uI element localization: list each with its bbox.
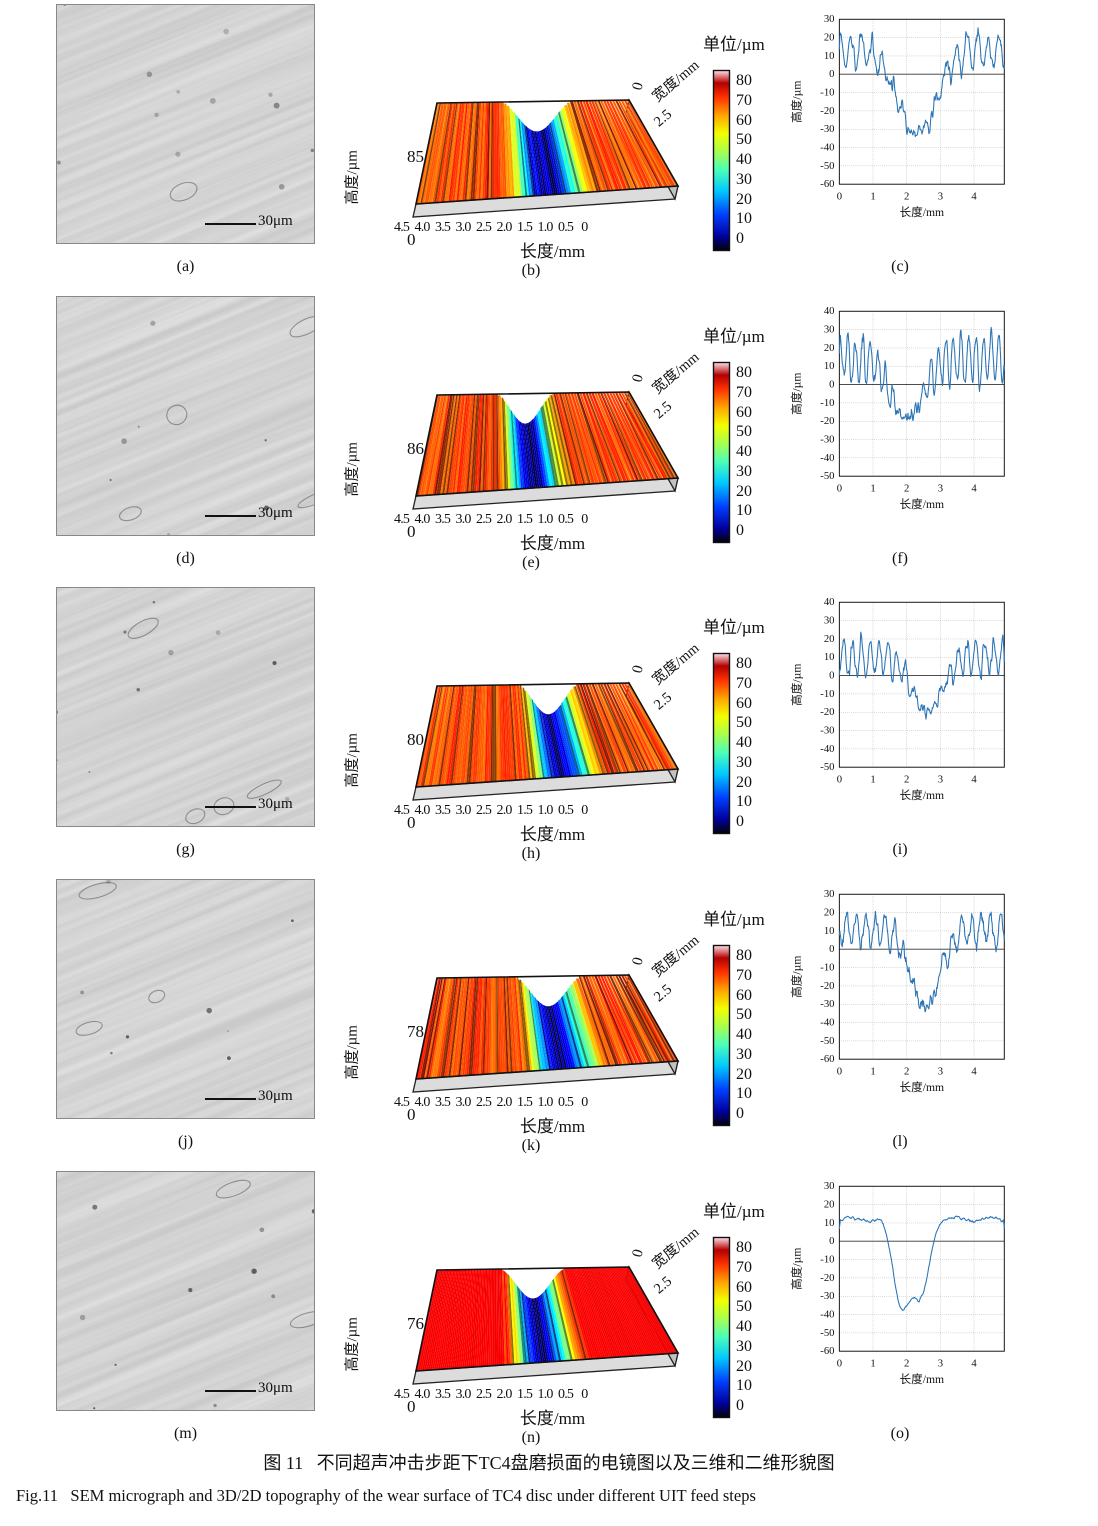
svg-text:0: 0 bbox=[837, 483, 842, 495]
svg-text:-30: -30 bbox=[820, 724, 834, 736]
svg-text:-40: -40 bbox=[820, 743, 834, 755]
svg-text:10: 10 bbox=[824, 651, 835, 663]
svg-text:10: 10 bbox=[824, 50, 835, 62]
svg-text:10: 10 bbox=[824, 1217, 835, 1229]
svg-text:30: 30 bbox=[824, 888, 835, 900]
svg-text:-10: -10 bbox=[820, 1253, 834, 1265]
svg-text:-50: -50 bbox=[820, 1035, 834, 1047]
svg-text:10: 10 bbox=[824, 360, 835, 372]
svg-text:0: 0 bbox=[837, 1358, 842, 1370]
svg-text:高度/µm: 高度/µm bbox=[790, 373, 804, 415]
svg-text:1: 1 bbox=[870, 191, 875, 203]
svg-text:-10: -10 bbox=[820, 397, 834, 409]
svg-text:-40: -40 bbox=[820, 1016, 834, 1028]
svg-text:2: 2 bbox=[904, 191, 909, 203]
svg-text:20: 20 bbox=[824, 32, 835, 44]
svg-text:3: 3 bbox=[938, 774, 943, 786]
svg-text:4: 4 bbox=[971, 483, 977, 495]
svg-text:-50: -50 bbox=[820, 470, 834, 482]
svg-text:10: 10 bbox=[824, 925, 835, 937]
svg-text:3: 3 bbox=[938, 1066, 943, 1078]
svg-text:4: 4 bbox=[971, 1066, 977, 1078]
svg-text:-10: -10 bbox=[820, 961, 834, 973]
svg-text:长度/mm: 长度/mm bbox=[900, 1080, 945, 1094]
svg-text:0: 0 bbox=[829, 943, 834, 955]
svg-text:高度/µm: 高度/µm bbox=[790, 956, 804, 998]
svg-text:-20: -20 bbox=[820, 706, 834, 718]
svg-text:-30: -30 bbox=[820, 433, 834, 445]
svg-text:-30: -30 bbox=[820, 123, 834, 135]
svg-text:-60: -60 bbox=[820, 1053, 834, 1065]
svg-text:-10: -10 bbox=[820, 86, 834, 98]
svg-text:20: 20 bbox=[824, 1199, 835, 1211]
svg-text:长度/mm: 长度/mm bbox=[900, 788, 945, 802]
svg-text:1: 1 bbox=[870, 483, 875, 495]
svg-text:0: 0 bbox=[829, 669, 834, 681]
svg-text:40: 40 bbox=[824, 305, 835, 317]
svg-text:2: 2 bbox=[904, 1358, 909, 1370]
svg-text:-50: -50 bbox=[820, 160, 834, 172]
svg-text:3: 3 bbox=[938, 191, 943, 203]
svg-text:0: 0 bbox=[837, 191, 842, 203]
svg-text:-20: -20 bbox=[820, 980, 834, 992]
svg-text:30: 30 bbox=[824, 615, 835, 627]
svg-text:-20: -20 bbox=[820, 1272, 834, 1284]
svg-text:30: 30 bbox=[824, 324, 835, 336]
svg-text:-40: -40 bbox=[820, 141, 834, 153]
svg-text:0: 0 bbox=[829, 1235, 834, 1247]
svg-text:2: 2 bbox=[904, 774, 909, 786]
svg-text:2: 2 bbox=[904, 483, 909, 495]
svg-text:-20: -20 bbox=[820, 415, 834, 427]
svg-text:20: 20 bbox=[824, 342, 835, 354]
svg-text:0: 0 bbox=[829, 378, 834, 390]
svg-text:-50: -50 bbox=[820, 761, 834, 773]
svg-text:-30: -30 bbox=[820, 998, 834, 1010]
svg-text:-60: -60 bbox=[820, 178, 834, 190]
svg-text:0: 0 bbox=[837, 774, 842, 786]
svg-text:1: 1 bbox=[870, 774, 875, 786]
svg-text:1: 1 bbox=[870, 1358, 875, 1370]
svg-text:40: 40 bbox=[824, 596, 835, 608]
svg-text:长度/mm: 长度/mm bbox=[900, 497, 945, 511]
svg-text:高度/µm: 高度/µm bbox=[790, 81, 804, 123]
svg-text:长度/mm: 长度/mm bbox=[900, 1372, 945, 1386]
svg-text:0: 0 bbox=[837, 1066, 842, 1078]
svg-text:20: 20 bbox=[824, 633, 835, 645]
svg-text:30: 30 bbox=[824, 1180, 835, 1192]
svg-text:2: 2 bbox=[904, 1066, 909, 1078]
svg-text:-30: -30 bbox=[820, 1290, 834, 1302]
svg-text:-40: -40 bbox=[820, 1308, 834, 1320]
svg-text:3: 3 bbox=[938, 1358, 943, 1370]
svg-text:-50: -50 bbox=[820, 1327, 834, 1339]
svg-text:-60: -60 bbox=[820, 1345, 834, 1357]
svg-text:4: 4 bbox=[971, 1358, 977, 1370]
svg-text:高度/µm: 高度/µm bbox=[790, 664, 804, 706]
svg-text:-20: -20 bbox=[820, 105, 834, 117]
svg-text:20: 20 bbox=[824, 907, 835, 919]
svg-text:0: 0 bbox=[829, 68, 834, 80]
svg-text:长度/mm: 长度/mm bbox=[900, 205, 945, 219]
svg-text:1: 1 bbox=[870, 1066, 875, 1078]
svg-text:-10: -10 bbox=[820, 688, 834, 700]
svg-text:30: 30 bbox=[824, 13, 835, 25]
svg-text:3: 3 bbox=[938, 483, 943, 495]
svg-text:-40: -40 bbox=[820, 452, 834, 464]
svg-text:4: 4 bbox=[971, 774, 977, 786]
svg-text:高度/µm: 高度/µm bbox=[790, 1248, 804, 1290]
svg-text:4: 4 bbox=[971, 191, 977, 203]
